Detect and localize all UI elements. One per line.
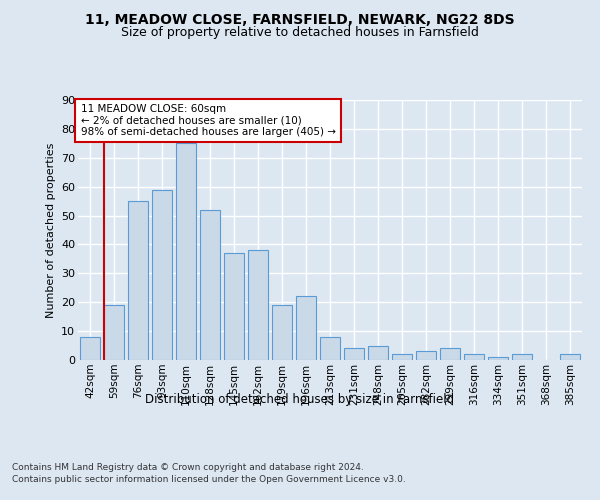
Text: Size of property relative to detached houses in Farnsfield: Size of property relative to detached ho… bbox=[121, 26, 479, 39]
Text: Contains HM Land Registry data © Crown copyright and database right 2024.: Contains HM Land Registry data © Crown c… bbox=[12, 462, 364, 471]
Bar bbox=[392, 354, 412, 360]
Bar bbox=[176, 144, 196, 360]
Bar bbox=[440, 348, 460, 360]
Bar bbox=[152, 190, 172, 360]
Bar bbox=[368, 346, 388, 360]
Bar bbox=[272, 305, 292, 360]
Bar bbox=[296, 296, 316, 360]
Bar bbox=[464, 354, 484, 360]
Bar bbox=[344, 348, 364, 360]
Text: 11 MEADOW CLOSE: 60sqm
← 2% of detached houses are smaller (10)
98% of semi-deta: 11 MEADOW CLOSE: 60sqm ← 2% of detached … bbox=[80, 104, 335, 137]
Bar bbox=[248, 250, 268, 360]
Text: Contains public sector information licensed under the Open Government Licence v3: Contains public sector information licen… bbox=[12, 475, 406, 484]
Bar bbox=[80, 337, 100, 360]
Bar bbox=[128, 201, 148, 360]
Bar bbox=[488, 357, 508, 360]
Y-axis label: Number of detached properties: Number of detached properties bbox=[46, 142, 56, 318]
Bar bbox=[560, 354, 580, 360]
Bar bbox=[512, 354, 532, 360]
Bar bbox=[104, 305, 124, 360]
Text: Distribution of detached houses by size in Farnsfield: Distribution of detached houses by size … bbox=[145, 392, 455, 406]
Text: 11, MEADOW CLOSE, FARNSFIELD, NEWARK, NG22 8DS: 11, MEADOW CLOSE, FARNSFIELD, NEWARK, NG… bbox=[85, 12, 515, 26]
Bar bbox=[320, 337, 340, 360]
Bar bbox=[224, 253, 244, 360]
Bar bbox=[416, 352, 436, 360]
Bar bbox=[200, 210, 220, 360]
